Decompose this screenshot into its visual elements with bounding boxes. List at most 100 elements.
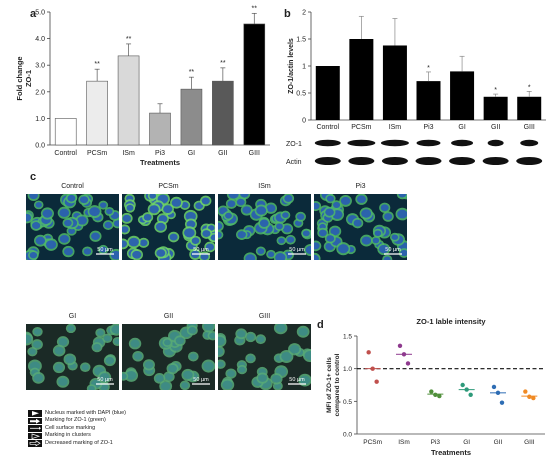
micrograph-label: GIII	[258, 313, 271, 320]
micrograph-control: 50 µm	[26, 194, 119, 260]
cell-nucleus	[201, 197, 210, 205]
cell-nucleus	[99, 246, 107, 253]
chart-a: 0.0 1.0 2.0 3.0 4.0 5.0 Control ** PCSm ** ISm Pi3 *…	[15, 5, 270, 167]
cell-nucleus	[79, 196, 89, 204]
cell-nucleus	[333, 201, 341, 208]
legend-text: Nucleus marked with DAPI (blue)	[45, 410, 127, 416]
cell-nucleus	[91, 232, 100, 241]
bar-ism	[382, 45, 407, 121]
micrograph-label: ISm	[258, 183, 271, 190]
y-tick-label: 0.5	[343, 399, 352, 406]
bar-control	[315, 66, 340, 120]
cell-nucleus	[184, 228, 195, 238]
cell-nucleus	[58, 377, 68, 386]
cell-nucleus	[164, 339, 171, 346]
cell-nucleus	[398, 194, 407, 198]
data-point	[527, 394, 532, 399]
cell-nucleus	[200, 253, 209, 260]
cell-nucleus	[88, 385, 95, 390]
cell-nucleus	[65, 355, 75, 364]
micrograph-pi3: 50 µm	[314, 194, 407, 260]
cell-nucleus	[237, 231, 246, 239]
cell-nucleus	[218, 347, 224, 356]
x-tick-label: ISm	[398, 439, 410, 446]
cell-nucleus	[242, 206, 252, 214]
cell-nucleus	[282, 212, 289, 218]
cell-nucleus	[33, 340, 42, 349]
cell-nucleus	[81, 364, 89, 371]
cell-nucleus	[276, 223, 283, 230]
x-tick-label: PCSm	[363, 439, 382, 446]
cell-nucleus	[222, 380, 233, 390]
cell-nucleus	[209, 332, 215, 339]
actin-blot-band	[314, 157, 341, 165]
data-point	[429, 389, 434, 394]
cell-nucleus	[122, 214, 132, 222]
zo1-blot-band	[314, 139, 341, 147]
bar-giii	[517, 96, 542, 120]
bar-gii	[483, 96, 508, 120]
x-tick-label: GI	[188, 150, 195, 157]
significance-mark: **	[94, 61, 100, 68]
cell-nucleus	[227, 200, 236, 208]
x-axis-title: Treatments	[140, 158, 180, 167]
cell-nucleus	[103, 335, 111, 342]
legend-text: Decreased marking of ZO-1	[45, 439, 113, 446]
x-tick-label: PCSm	[351, 124, 371, 131]
cell-nucleus	[282, 225, 292, 233]
thick-arrow-icon-glyph	[30, 418, 40, 424]
cell-nucleus	[158, 215, 168, 223]
cell-nucleus	[149, 205, 159, 214]
x-tick-label: GII	[494, 439, 503, 446]
x-tick-label: GIII	[524, 439, 535, 446]
cell-nucleus	[35, 202, 42, 208]
cell-nucleus	[210, 234, 215, 241]
cell-nucleus	[356, 195, 366, 204]
legend-text: Cell surface marking	[45, 424, 96, 431]
bar-ism	[117, 55, 140, 146]
cell-nucleus	[156, 249, 166, 257]
bar-gi	[450, 71, 475, 120]
cell-nucleus	[245, 254, 256, 260]
cell-nucleus	[225, 212, 232, 219]
cell-nucleus	[89, 207, 100, 217]
arrowhead-icon	[28, 410, 42, 417]
data-point	[468, 392, 473, 397]
cell-nucleus	[58, 338, 68, 346]
micrograph-image: 50 µm	[26, 324, 119, 390]
cell-nucleus	[114, 338, 119, 345]
zo1-blot-band	[347, 139, 376, 147]
y-tick-label: 2	[302, 10, 306, 17]
bar-control	[54, 118, 77, 146]
cell-nucleus	[236, 198, 245, 206]
cell-nucleus	[218, 222, 223, 230]
cell-nucleus	[133, 352, 143, 360]
cell-nucleus	[361, 236, 372, 245]
legend-item: Marking for ZO-1 (green)	[28, 417, 126, 425]
blot-label-actin: Actin	[286, 159, 302, 166]
y-tick-label: 0.0	[35, 143, 45, 150]
scale-bar-label: 50 µm	[289, 377, 305, 383]
micrograph-ism: 50 µm	[218, 194, 311, 260]
panel-letter-b: b	[284, 8, 291, 20]
zo1-blot-band	[416, 139, 441, 147]
cell-nucleus	[227, 370, 235, 377]
cell-nucleus	[42, 209, 53, 218]
cell-nucleus	[181, 202, 189, 209]
x-tick-label: Pi3	[431, 439, 441, 446]
data-point	[523, 389, 528, 394]
cell-nucleus	[236, 330, 246, 338]
cell-nucleus	[46, 240, 57, 249]
cell-nucleus	[63, 247, 73, 256]
micrograph-image: 50 µm	[314, 194, 407, 260]
cell-nucleus	[59, 235, 69, 243]
x-tick-label: GII	[491, 124, 500, 131]
cell-nucleus	[302, 230, 310, 237]
cell-nucleus	[96, 329, 104, 336]
cell-nucleus	[326, 235, 335, 242]
cell-nucleus	[337, 244, 349, 254]
micrograph-gii: 50 µm	[122, 324, 215, 390]
actin-blot-band	[415, 157, 442, 165]
cell-nucleus	[28, 348, 36, 355]
micrograph-gi: 50 µm	[26, 324, 119, 390]
